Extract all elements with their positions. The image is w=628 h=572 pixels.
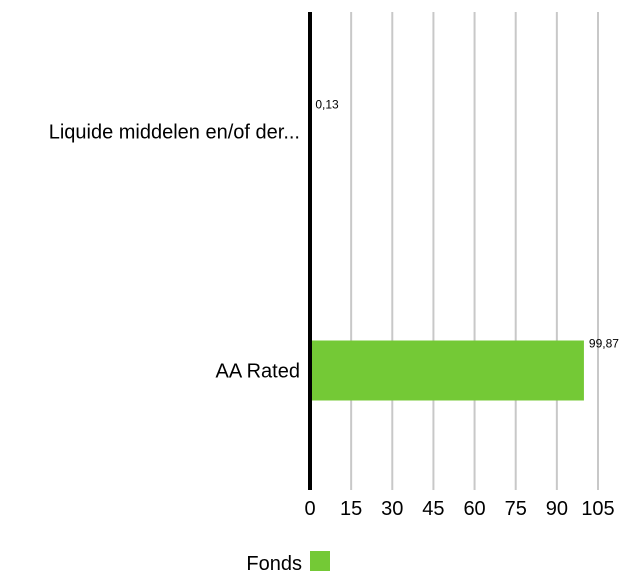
x-tick-label-30: 30 [381, 498, 403, 520]
x-tick-label-60: 60 [463, 498, 485, 520]
legend-label: Fonds [246, 553, 302, 572]
x-tick-label-15: 15 [340, 498, 362, 520]
legend-swatch [310, 551, 330, 571]
x-tick-label-105: 105 [581, 498, 614, 520]
x-tick-label-45: 45 [422, 498, 444, 520]
data-label-1: 99,87 [589, 337, 619, 351]
x-tick-label-75: 75 [505, 498, 527, 520]
x-tick-label-90: 90 [546, 498, 568, 520]
category-label-1: AA Rated [215, 361, 300, 383]
data-label-0: 0,13 [315, 98, 339, 112]
legend: Fonds [246, 551, 330, 572]
category-labels: Liquide middelen en/of der... AA Rated [49, 122, 300, 383]
bar-1 [310, 340, 584, 401]
grid-lines [350, 12, 599, 490]
category-label-0: Liquide middelen en/of der... [49, 122, 300, 144]
x-tick-labels: 0 15 30 45 60 75 90 105 [304, 498, 614, 520]
bars [310, 101, 584, 401]
x-tick-label-0: 0 [304, 498, 315, 520]
data-labels: 0,13 99,87 [315, 98, 619, 351]
